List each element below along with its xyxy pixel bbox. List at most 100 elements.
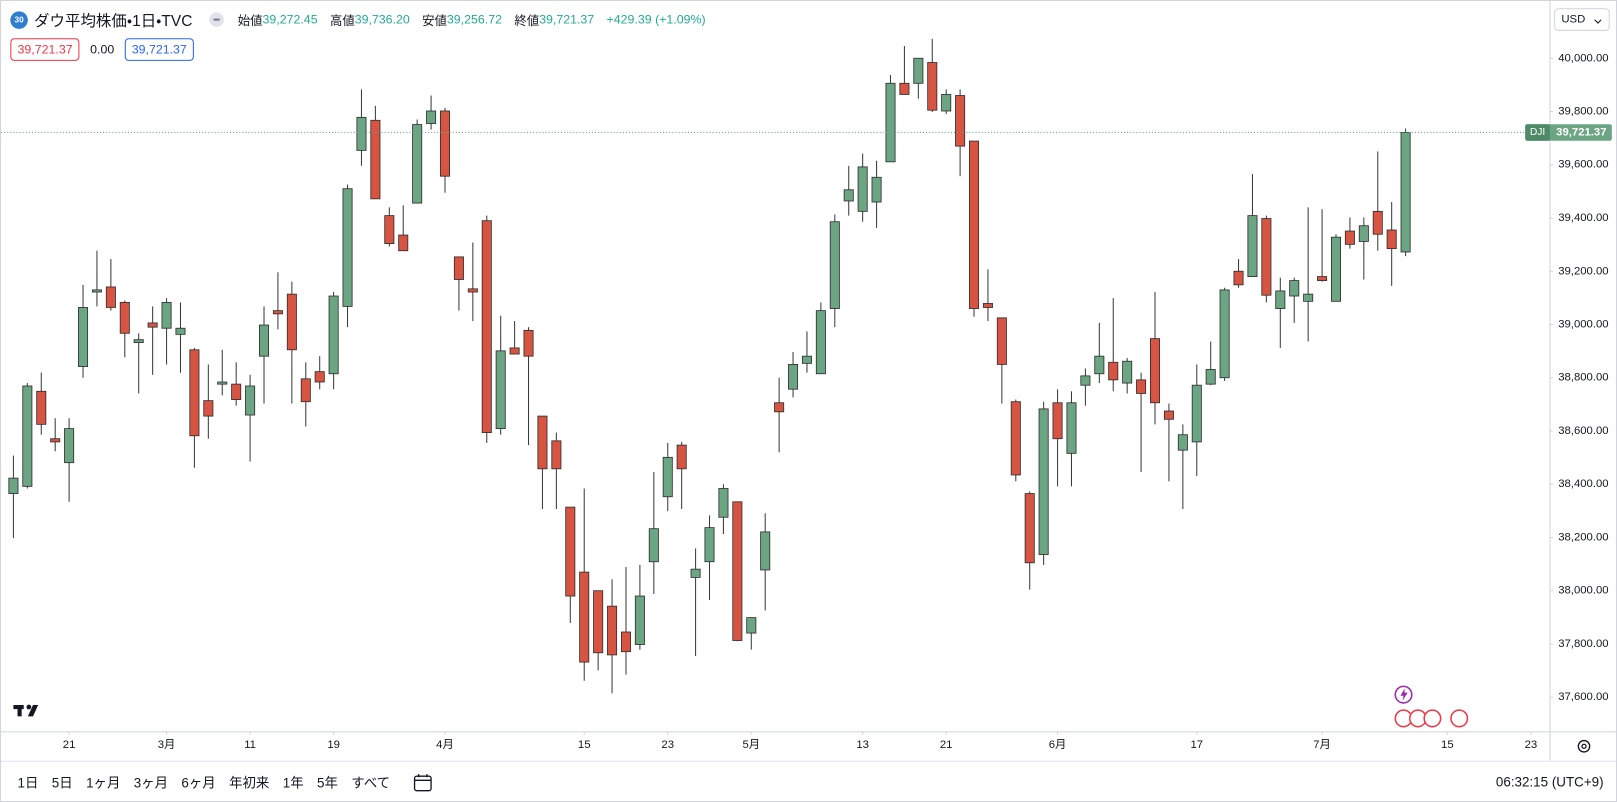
candle-body — [426, 110, 437, 124]
candle-body — [1330, 236, 1341, 302]
range-button[interactable]: すべて — [351, 775, 391, 791]
candle-body — [370, 119, 381, 200]
sell-price[interactable]: 39,721.37 — [10, 38, 80, 61]
candle-body — [676, 444, 687, 470]
candle-body — [481, 220, 492, 434]
range-button[interactable]: 3ヶ月 — [133, 775, 169, 791]
candle-body — [982, 303, 993, 308]
candle-body — [857, 166, 868, 212]
candle-body — [509, 347, 520, 355]
candle-body — [829, 221, 840, 309]
symbol-title[interactable]: ダウ平均株価・1日・TVC — [34, 11, 193, 30]
candle-body — [217, 381, 228, 385]
hide-button[interactable] — [208, 12, 224, 27]
candle-body — [1094, 355, 1105, 375]
candle-body — [788, 364, 799, 390]
candle-body — [941, 94, 952, 112]
event-icons[interactable] — [1394, 685, 1469, 728]
candle-body — [78, 307, 89, 367]
candle-body — [1205, 369, 1216, 385]
range-button[interactable]: 1日 — [17, 775, 39, 791]
candle-body — [1122, 360, 1133, 384]
chart: 37,600.00 37,800.00 38,000.00 38,200.00 38,4… — [1, 1, 1616, 761]
range-buttons: 1日 5日 1ヶ月 3ヶ月 6ヶ月 年初来 1年 5年 すべて — [9, 768, 395, 796]
candle-body — [175, 327, 186, 335]
candles — [8, 38, 1411, 694]
candle-body — [1052, 402, 1063, 440]
candle-body — [1024, 493, 1035, 564]
x-tick-label: 7月 — [1313, 739, 1331, 751]
candle-body — [551, 440, 562, 470]
candle-body — [231, 383, 242, 400]
symbol-badge: 30 — [10, 10, 28, 29]
candle-body — [718, 488, 729, 518]
candle-body — [272, 310, 283, 315]
candle-body — [91, 289, 102, 293]
candle-body — [732, 501, 743, 641]
candle-body — [286, 293, 297, 351]
bottom-toolbar: 1日 5日 1ヶ月 3ヶ月 6ヶ月 年初来 1年 5年 すべて 06:32:15 (UTC+9) — [1, 760, 1616, 801]
candle-body — [913, 57, 924, 84]
clock[interactable]: 06:32:15 (UTC+9) — [1495, 774, 1604, 790]
candle-body — [1358, 225, 1369, 242]
y-tick-label: 39,000.00 — [1558, 318, 1608, 330]
candle-body — [314, 371, 325, 383]
candle-body — [1386, 229, 1397, 250]
ohlc-label: 始値 — [237, 12, 263, 28]
x-tick-label: 15 — [1441, 739, 1454, 751]
y-tick-label: 38,400.00 — [1558, 478, 1608, 490]
candle-body — [1010, 401, 1021, 476]
x-tick-label: 19 — [327, 739, 340, 751]
candle-body — [760, 531, 771, 571]
range-button[interactable]: 年初来 — [229, 775, 270, 791]
candle-body — [147, 322, 158, 328]
candle-body — [620, 631, 631, 653]
y-tick-label: 38,000.00 — [1558, 585, 1608, 597]
candle-body — [746, 617, 757, 634]
range-button[interactable]: 5年 — [317, 775, 338, 791]
candle-body — [22, 385, 33, 487]
candle-body — [1038, 408, 1049, 555]
candle-body — [1261, 218, 1272, 296]
range-button[interactable]: 6ヶ月 — [181, 775, 216, 791]
x-tick-label: 11 — [244, 739, 256, 751]
candle-body — [105, 286, 116, 308]
buy-price[interactable]: 39,721.37 — [124, 38, 195, 61]
candle-body — [843, 189, 854, 202]
x-tick-label: 6月 — [1049, 739, 1067, 751]
candle-body — [1233, 270, 1244, 286]
ohlc-label: 安値 — [422, 12, 447, 28]
candle-body — [384, 215, 395, 244]
candle-body — [704, 527, 715, 563]
candle-body — [119, 301, 130, 334]
currency-select[interactable]: USD — [1554, 8, 1610, 31]
candle-body — [36, 390, 47, 425]
candle-body — [885, 82, 896, 163]
date-range-icon[interactable] — [412, 771, 435, 794]
candle-body — [1219, 289, 1230, 379]
range-button[interactable]: 1ヶ月 — [86, 775, 121, 791]
candle-body — [996, 317, 1007, 365]
candle-body — [64, 428, 75, 464]
candle-body — [593, 590, 604, 654]
range-button[interactable]: 5日 — [51, 775, 73, 791]
range-button[interactable]: 1年 — [282, 775, 304, 791]
candle-body — [1289, 280, 1300, 297]
candle-body — [607, 605, 618, 656]
settings-gear[interactable] — [1577, 739, 1591, 753]
candle-body — [648, 528, 659, 563]
ohlc-value: 39,256.72 — [446, 12, 502, 27]
ohlc-value: 39,272.45 — [262, 12, 318, 27]
x-tick-label: 5月 — [742, 739, 760, 751]
candle-body — [1136, 379, 1147, 394]
x-tick-label: 15 — [578, 739, 591, 751]
candle-body — [537, 415, 548, 470]
candle-body — [1400, 132, 1411, 253]
price-tags: 39,721.37 0.00 39,721.37 — [10, 38, 195, 61]
ohlc-value: 39,721.37 — [539, 12, 595, 27]
candle-body — [356, 116, 367, 151]
candle-body — [8, 477, 19, 494]
candle-body — [774, 402, 785, 413]
candle-body — [1080, 375, 1091, 386]
